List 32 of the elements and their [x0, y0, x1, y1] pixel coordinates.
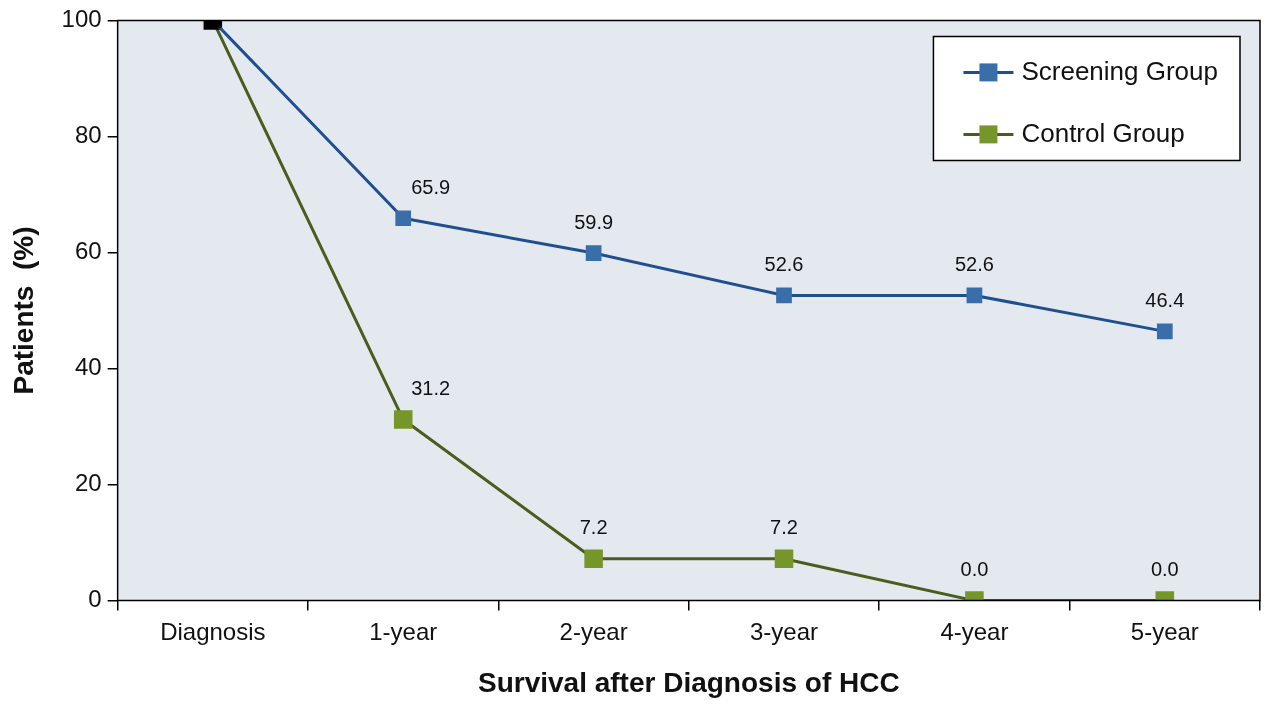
- legend-label: Control Group: [1021, 117, 1185, 148]
- data-label: 65.9: [411, 175, 451, 198]
- y-tick-label: 80: [74, 121, 102, 149]
- y-tick-label: 20: [74, 469, 102, 497]
- y-tick-label: 40: [74, 353, 102, 381]
- x-tick-label: 1-year: [369, 617, 438, 645]
- data-label: 59.9: [574, 210, 614, 233]
- data-label: 52.6: [764, 252, 804, 275]
- point: [393, 410, 413, 429]
- x-tick-label: 3-year: [750, 617, 819, 645]
- x-axis-title: Survival after Diagnosis of HCC: [477, 666, 900, 698]
- point: [1156, 323, 1173, 340]
- data-label: 31.2: [411, 377, 451, 400]
- y-tick-label: 60: [74, 237, 102, 265]
- y-axis-title: Patients (%): [7, 226, 39, 395]
- y-tick-label: 0: [88, 585, 102, 613]
- x-tick-label: 5-year: [1130, 617, 1199, 645]
- point: [776, 287, 792, 304]
- y-tick-label: 100: [61, 5, 102, 33]
- x-tick-label: 2-year: [559, 617, 628, 645]
- point: [585, 245, 602, 261]
- legend-label: Screening Group: [1021, 55, 1218, 86]
- point: [395, 210, 412, 227]
- data-label: 52.6: [954, 252, 994, 275]
- data-label: 7.2: [770, 516, 798, 539]
- x-tick-label: 4-year: [940, 617, 1009, 645]
- point: [966, 287, 983, 304]
- data-label: 0.0: [1150, 558, 1179, 581]
- data-label: 46.4: [1145, 288, 1185, 311]
- data-label: 7.2: [579, 516, 608, 539]
- x-tick-label: Diagnosis: [160, 617, 266, 645]
- data-label: 0.0: [960, 558, 989, 581]
